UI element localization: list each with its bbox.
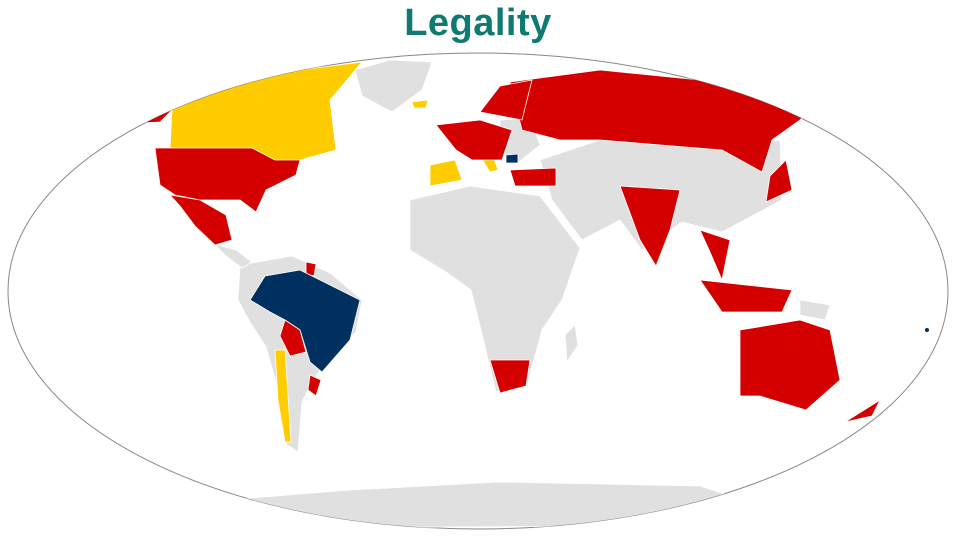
greenland: [354, 59, 433, 113]
central-america: [213, 243, 253, 269]
africa: [409, 185, 581, 393]
southeast-asia: [699, 229, 731, 281]
japan: [765, 159, 793, 203]
brazil: [249, 269, 361, 373]
guiana: [305, 261, 317, 277]
india: [619, 185, 681, 267]
png: [799, 299, 831, 321]
usa: [154, 147, 301, 213]
madagascar: [564, 324, 579, 363]
map-title: Legality: [404, 2, 552, 44]
south-africa: [489, 359, 531, 394]
mexico: [169, 194, 233, 246]
chile: [274, 349, 292, 443]
turkey: [509, 167, 557, 187]
bulgaria: [505, 153, 519, 164]
western-europe: [435, 119, 513, 161]
scandinavia: [479, 79, 533, 121]
spain: [429, 159, 463, 187]
uruguay: [307, 374, 322, 397]
iceland: [411, 99, 429, 109]
new-zealand: [844, 399, 881, 423]
bolivia: [279, 319, 307, 357]
indonesia: [699, 279, 793, 313]
australia: [739, 319, 841, 411]
pacific-island: [925, 328, 929, 332]
russia: [509, 69, 823, 173]
